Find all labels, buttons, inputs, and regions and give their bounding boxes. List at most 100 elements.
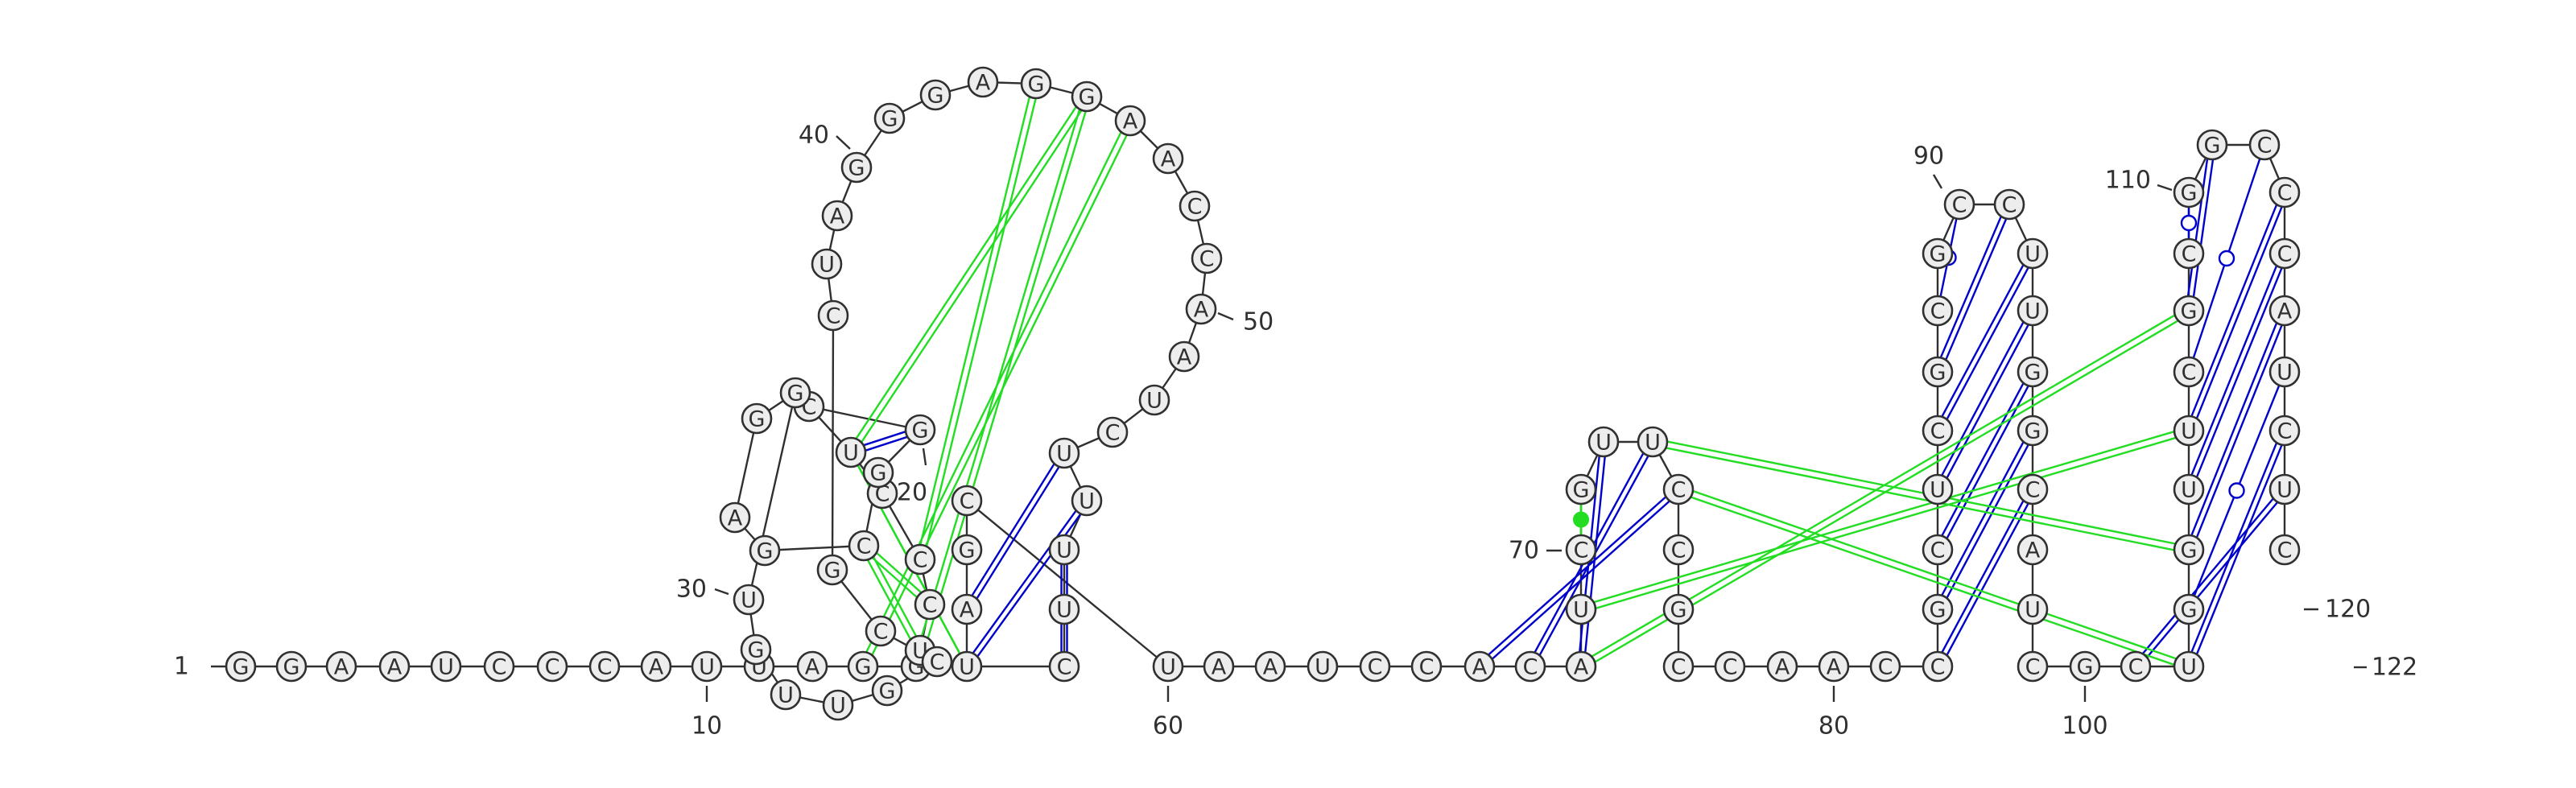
nucleotide-letter: U — [2181, 655, 2197, 680]
position-number-label: 120 — [2325, 596, 2371, 624]
nucleotide: G — [904, 414, 936, 446]
nucleotide-letter: G — [959, 538, 976, 563]
nucleotide: C — [1869, 650, 1901, 683]
nucleotide: C — [2268, 176, 2301, 208]
nucleotide: C — [904, 543, 936, 576]
pair-line — [968, 454, 1067, 612]
position-number-label: 40 — [799, 122, 829, 150]
nucleotide: U — [691, 650, 723, 683]
nucleotide: U — [835, 436, 867, 468]
nucleotide: C — [1922, 295, 1954, 327]
pair-line — [847, 94, 1085, 452]
nucleotide-letter: A — [1194, 298, 1209, 323]
nucleotide-letter: U — [438, 655, 454, 680]
nucleotide: G — [1565, 473, 1597, 505]
pair-line — [968, 501, 1090, 669]
nucleotide-letter: C — [2182, 242, 2197, 267]
nucleotide-letter: C — [873, 620, 889, 645]
pair-line — [912, 95, 1085, 666]
nucleotide-letter: U — [1160, 655, 1176, 680]
pair-line — [2190, 145, 2216, 311]
nucleotide: G — [749, 534, 781, 567]
pair-line — [859, 118, 1129, 666]
backbone-layer — [241, 80, 2286, 707]
nucleotide: U — [2017, 295, 2049, 327]
nucleotide: A — [640, 650, 672, 683]
nucleotide: A — [951, 593, 983, 625]
nucleotide: C — [2268, 237, 2301, 270]
nucleotide: G — [873, 102, 906, 134]
nucleotide-letter: C — [492, 655, 507, 680]
nucleotide: G — [951, 534, 983, 566]
nucleotide: C — [1943, 188, 1975, 221]
nucleotide: G — [862, 456, 894, 489]
nucleotide: A — [1185, 293, 1217, 325]
pair-line — [2185, 309, 2283, 550]
nucleotide: A — [1463, 650, 1496, 683]
backbone-segment — [808, 405, 921, 431]
pair-line — [2185, 191, 2283, 431]
pair-line — [918, 97, 1091, 668]
nucleotide-letter: C — [2002, 193, 2017, 218]
pair-line — [1934, 428, 2031, 609]
nucleotide: U — [430, 650, 462, 683]
nucleotide-letter: G — [848, 156, 865, 181]
nucleotide-letter: U — [2025, 598, 2041, 623]
pair-line — [1939, 431, 2037, 612]
nucleotide: G — [1922, 593, 1954, 625]
nucleotide: C — [1048, 650, 1080, 683]
number-label-tick — [714, 588, 729, 596]
nucleotide: G — [275, 650, 308, 683]
noncanonical-pair-marker — [1573, 511, 1589, 528]
position-number-label: 90 — [1913, 142, 1944, 171]
nucleotide: U — [2173, 415, 2205, 447]
nucleotide: G — [741, 402, 773, 435]
nucleotide: U — [2017, 593, 2049, 625]
nucleotide-letter: U — [2025, 242, 2041, 267]
nucleotide-letter: C — [1952, 193, 1967, 218]
nucleotide-letter: C — [1419, 655, 1435, 680]
nucleotide: G — [779, 377, 811, 409]
pair-line — [2190, 311, 2289, 551]
number-label-tick — [922, 448, 927, 466]
nucleotide-letter: C — [1723, 655, 1738, 680]
nucleotide-letter: G — [2077, 655, 2094, 680]
nucleotide: U — [951, 650, 983, 683]
nucleotide-letter: C — [2277, 538, 2293, 563]
pair-line — [1939, 373, 2037, 552]
nucleotide: C — [483, 650, 515, 683]
nucleotide: U — [1138, 384, 1170, 416]
nucleotide-letter: U — [1930, 478, 1946, 503]
nucleotide-letter: U — [830, 694, 846, 719]
nucleotide: A — [325, 650, 357, 683]
pair-line — [2185, 252, 2283, 489]
pair-line — [922, 84, 1041, 561]
nucleotide: A — [378, 650, 411, 683]
nucleotide: C — [1565, 534, 1597, 566]
nucleotide-letter: U — [2025, 299, 2041, 324]
nucleotide-letter: G — [1079, 85, 1096, 110]
position-number-label: 110 — [2105, 167, 2151, 195]
nucleotide: U — [2017, 237, 2049, 270]
nucleotide-letter: C — [1105, 421, 1121, 446]
nucleotide: G — [2173, 295, 2205, 327]
nucleotide-letter: A — [1775, 655, 1790, 680]
nucleotide: C — [2268, 534, 2301, 566]
nucleotide-letter: A — [1161, 147, 1176, 172]
nucleotide-letter: G — [879, 679, 896, 704]
nucleotide: U — [822, 689, 854, 721]
nucleotide-letter: G — [749, 407, 766, 432]
nucleotide-letter: C — [1671, 538, 1686, 563]
nucleotide-letter: C — [1574, 538, 1589, 563]
nucleotide-letter: G — [881, 107, 898, 132]
nucleotide: C — [1096, 416, 1129, 448]
pair-line — [1934, 203, 2008, 372]
pair-line — [860, 547, 919, 653]
nucleotide-letter: C — [1523, 655, 1538, 680]
nucleotide: U — [733, 584, 765, 616]
nucleotide: U — [1152, 650, 1184, 683]
nucleotide-letter: U — [2181, 419, 2197, 444]
nucleotide: C — [536, 650, 568, 683]
nucleotide: C — [1359, 650, 1391, 683]
